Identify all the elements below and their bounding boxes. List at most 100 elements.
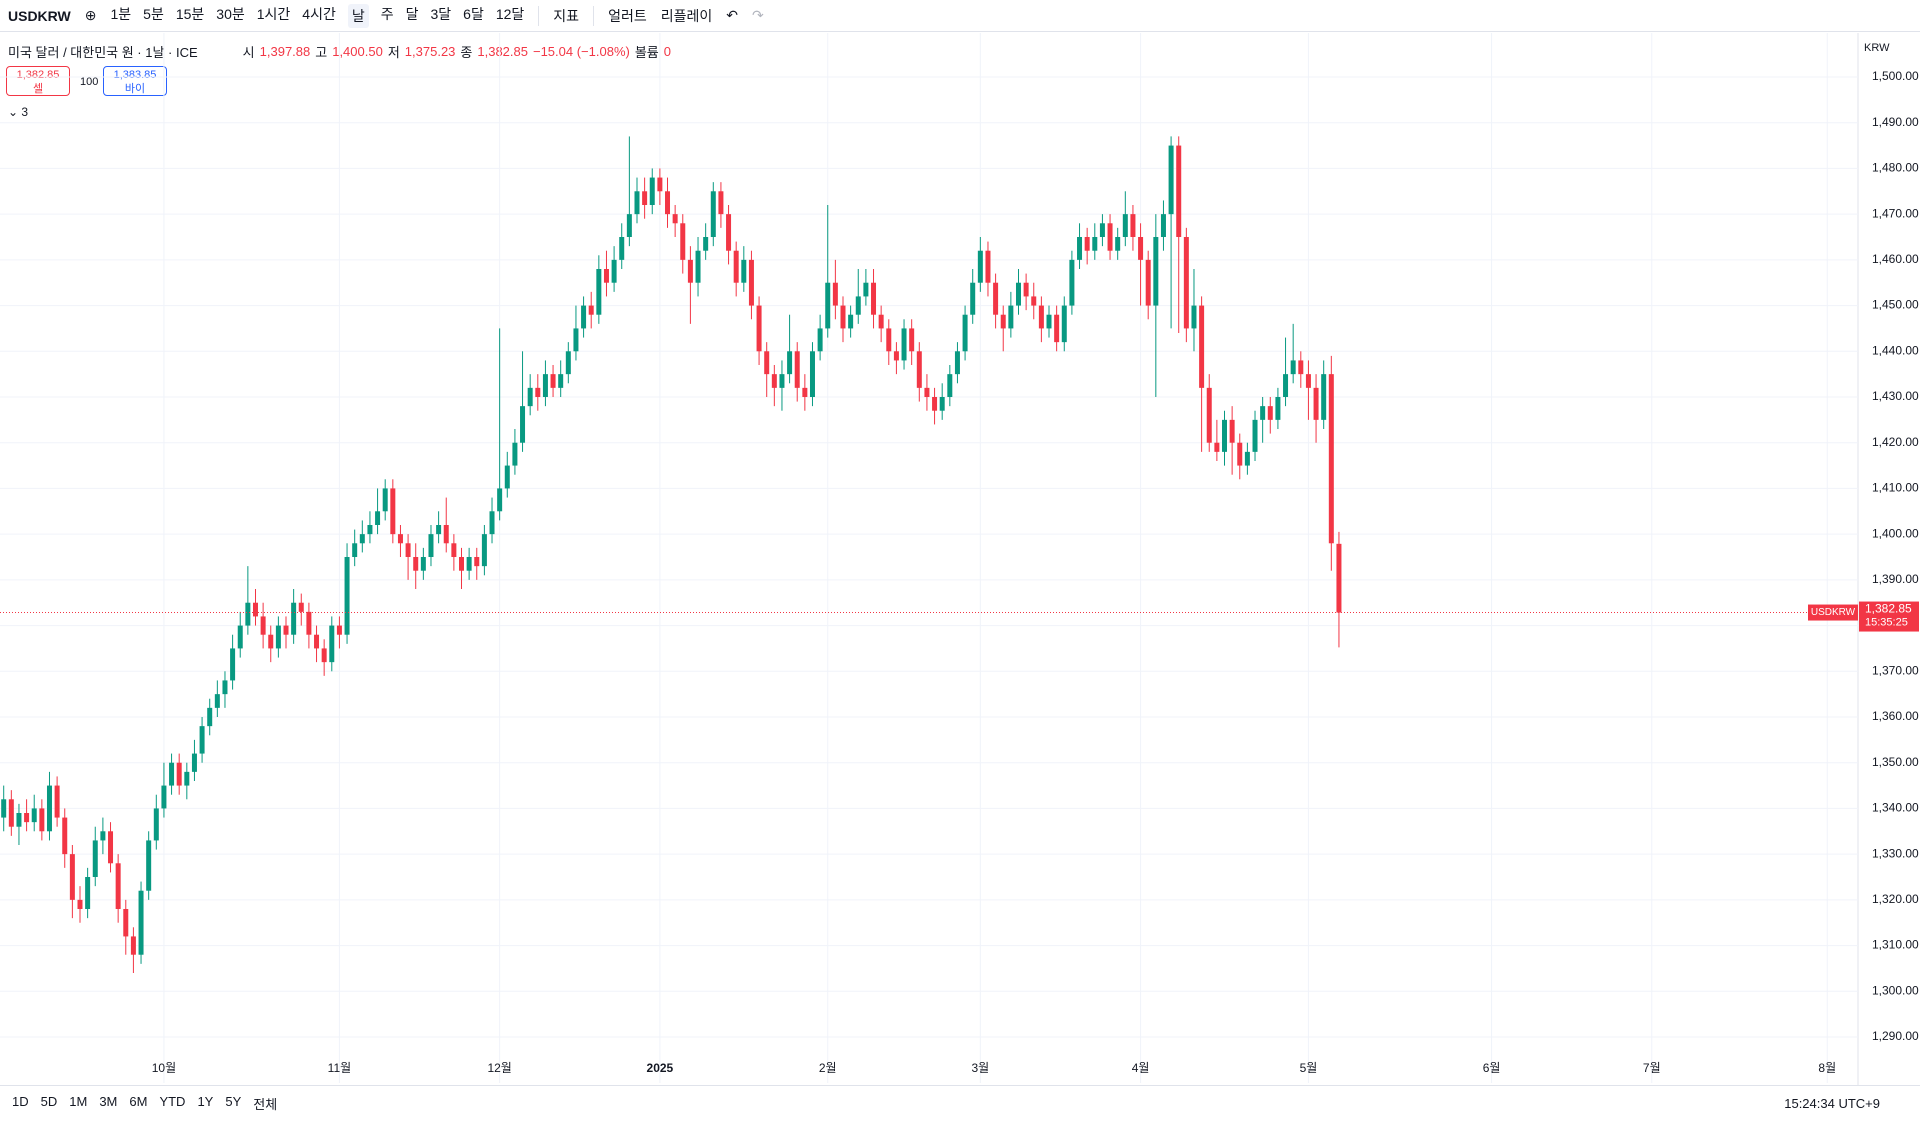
candle — [1206, 374, 1212, 452]
candle-body — [527, 387, 533, 407]
candle-body — [718, 191, 724, 215]
candle-body — [962, 314, 968, 352]
candle-body — [283, 625, 289, 635]
candle — [718, 182, 724, 228]
range[interactable]: 1Y — [197, 1094, 214, 1109]
candle-body — [1229, 419, 1235, 443]
collapse[interactable]: ⌄ 3 — [8, 105, 29, 119]
candle — [298, 593, 304, 626]
y-tick-label: 1,400.00 — [1872, 526, 1919, 540]
undo[interactable]: ↶ — [726, 7, 738, 23]
candle — [932, 387, 938, 425]
interval[interactable]: 30분 — [216, 5, 245, 22]
candle — [184, 762, 190, 800]
candle — [1092, 223, 1098, 260]
range[interactable]: YTD — [159, 1094, 186, 1109]
y-tick-label: 1,310.00 — [1872, 938, 1919, 952]
add[interactable]: ⊕ — [84, 7, 97, 23]
indicators[interactable]: 지표 — [553, 7, 580, 24]
candle-body — [451, 543, 457, 557]
candle-body — [993, 282, 999, 315]
candle-body — [1290, 360, 1296, 375]
candle — [214, 680, 220, 717]
candle-body — [771, 374, 777, 388]
range[interactable]: 6M — [129, 1094, 148, 1109]
value: 0 — [663, 44, 671, 59]
candle — [863, 269, 869, 306]
candle — [1267, 397, 1273, 434]
candle-body — [1130, 214, 1136, 237]
candle — [1015, 269, 1021, 315]
x-tick-label: 7월 — [1643, 1061, 1661, 1075]
candle-body — [314, 634, 320, 649]
interval[interactable]: 4시간 — [302, 5, 336, 22]
candle — [603, 250, 609, 297]
candle-body — [710, 191, 716, 237]
symbol[interactable]: USDKRW — [8, 7, 71, 24]
range[interactable]: 3M — [99, 1094, 118, 1109]
range[interactable]: 1M — [69, 1094, 88, 1109]
candle-body — [130, 936, 136, 955]
candle-body — [69, 854, 75, 900]
y-tick-label: 1,350.00 — [1872, 755, 1919, 769]
range[interactable]: 5Y — [225, 1094, 242, 1109]
interval[interactable]: 5분 — [143, 5, 164, 22]
candle-body — [1038, 305, 1044, 329]
candle — [352, 529, 358, 567]
y-tick-label: 1,490.00 — [1872, 115, 1919, 129]
range[interactable]: 5D — [40, 1094, 58, 1109]
candle — [634, 177, 640, 224]
replay[interactable]: 리플레이 — [660, 7, 713, 24]
candle — [459, 547, 464, 589]
interval[interactable]: 6달 — [463, 5, 484, 22]
candle — [230, 634, 236, 690]
interval[interactable]: 3달 — [430, 5, 452, 22]
y-tick-label: 1,440.00 — [1872, 343, 1919, 357]
candle-body — [1023, 282, 1029, 297]
candle-body — [893, 351, 899, 361]
candle-body — [329, 625, 335, 663]
candle-body — [268, 634, 274, 649]
interval[interactable]: 12달 — [495, 5, 525, 22]
candle-body — [565, 351, 571, 375]
legend: 미국 달러 / 대한민국 원 · 1날 · ICE 시 1,397.88 고 1,4… — [8, 42, 671, 61]
candle-body — [871, 282, 877, 315]
candle-body — [1084, 237, 1090, 251]
candle-body — [207, 707, 213, 727]
candle-body — [85, 877, 91, 909]
candle — [871, 269, 877, 329]
buy-button[interactable]: 1,383.85 바이 — [103, 66, 167, 96]
sell-button[interactable]: 1,382.85 셀 — [6, 66, 70, 96]
range[interactable]: 1D — [12, 1094, 29, 1109]
candle-body — [275, 625, 281, 649]
candle — [535, 374, 541, 411]
interval[interactable]: 달 — [405, 5, 419, 22]
interval[interactable]: 1시간 — [256, 5, 291, 22]
candle-body — [428, 534, 434, 557]
range[interactable]: 전체 — [253, 1097, 278, 1112]
candle-body — [1252, 419, 1258, 452]
candle — [199, 717, 205, 763]
alert[interactable]: 얼러트 — [608, 7, 647, 24]
currency[interactable]: KRW — [1864, 42, 1890, 54]
candle — [787, 314, 793, 384]
candle-body — [504, 465, 510, 489]
interval[interactable]: 날 — [347, 3, 369, 28]
change: −15.04 (−1.08%) — [532, 44, 630, 59]
candle-body — [1214, 442, 1220, 452]
candle-body — [1031, 296, 1037, 306]
candle-body — [1138, 237, 1144, 260]
candle — [970, 269, 976, 324]
interval[interactable]: 1분 — [110, 5, 132, 22]
candle — [222, 671, 228, 708]
y-tick-label: 1,360.00 — [1872, 709, 1919, 723]
candle — [62, 808, 68, 868]
interval[interactable]: 주 — [380, 5, 394, 22]
candle-body — [733, 250, 739, 283]
interval[interactable]: 15분 — [175, 5, 205, 22]
toolbar: USDKRW ⊕ 1분 5분 15분 30분 1시간 4시간 날 주 달 3달 6달 12달 지표 얼… — [0, 0, 1920, 32]
candle-body — [1107, 223, 1113, 251]
candle — [695, 237, 701, 297]
redo[interactable]: ↷ — [751, 7, 764, 23]
